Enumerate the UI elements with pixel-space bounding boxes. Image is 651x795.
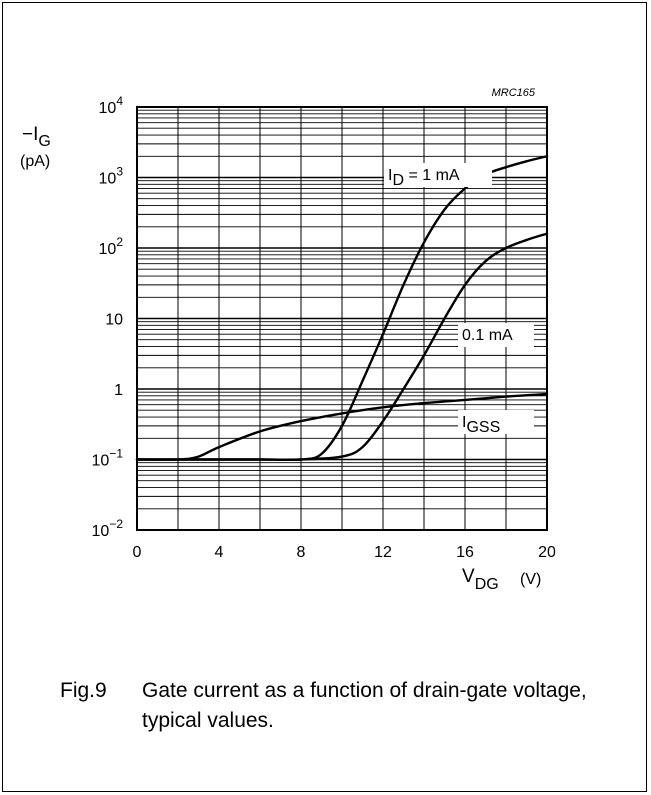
x-tick-labels: 0 4 8 12 16 20	[133, 544, 556, 561]
series-label-id-0-1ma: 0.1 mA	[462, 327, 513, 344]
x-tick-label: 16	[456, 544, 474, 561]
y-tick-label: 10−2	[92, 517, 124, 540]
y-axis-unit: (pA)	[20, 153, 50, 170]
figure-code: MRC165	[492, 87, 536, 99]
x-tick-label: 20	[538, 544, 556, 561]
series-label-background	[458, 410, 534, 434]
figure-caption-text: Gate current as a function of drain-gate…	[142, 679, 587, 732]
y-axis-label: −IG	[22, 124, 51, 150]
x-tick-label: 12	[374, 544, 392, 561]
series-label-id-1ma: ID = 1 mA	[388, 167, 460, 189]
x-axis-unit: (V)	[520, 571, 541, 588]
x-tick-label: 8	[297, 544, 306, 561]
y-tick-label: 1	[114, 382, 123, 399]
series-label-igss: IGSS	[462, 414, 500, 436]
figure-number: Fig.9	[60, 679, 107, 702]
series-label-background	[384, 163, 492, 187]
series-line-igss	[135, 392, 549, 461]
x-axis-label: VDG	[462, 566, 499, 593]
y-tick-labels: 10−2 10−1 1 10 102 103 104	[92, 94, 124, 540]
y-tick-label: 10	[105, 312, 123, 329]
y-tick-label: 10−1	[92, 447, 124, 470]
series-label-background	[458, 323, 534, 347]
series-labels: ID = 1 mA 0.1 mA IGSS	[384, 163, 534, 436]
x-tick-label: 0	[133, 544, 142, 561]
y-tick-label: 102	[99, 235, 124, 258]
y-tick-label: 104	[99, 94, 124, 117]
y-tick-label: 103	[99, 165, 124, 188]
plot-area	[136, 106, 548, 531]
x-tick-label: 4	[215, 544, 224, 561]
